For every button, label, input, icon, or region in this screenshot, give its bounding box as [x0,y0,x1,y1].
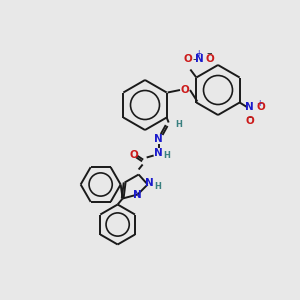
Text: O: O [256,103,265,112]
Text: –: – [193,55,198,64]
Text: N: N [133,190,142,200]
Text: –: – [247,112,253,122]
Text: O: O [181,85,189,95]
Text: H: H [154,182,161,191]
Text: N: N [145,178,154,188]
Text: N: N [245,103,254,112]
Text: +: + [256,99,263,108]
Text: N: N [195,55,204,64]
Text: +: + [195,49,202,58]
Text: N: N [154,148,163,158]
Text: N: N [154,134,163,143]
Text: O: O [245,116,254,125]
Text: H: H [175,120,182,129]
Text: O: O [129,149,138,160]
Text: O: O [184,55,193,64]
Text: O: O [206,55,215,64]
Text: –: – [206,49,212,58]
Text: H: H [163,151,170,160]
